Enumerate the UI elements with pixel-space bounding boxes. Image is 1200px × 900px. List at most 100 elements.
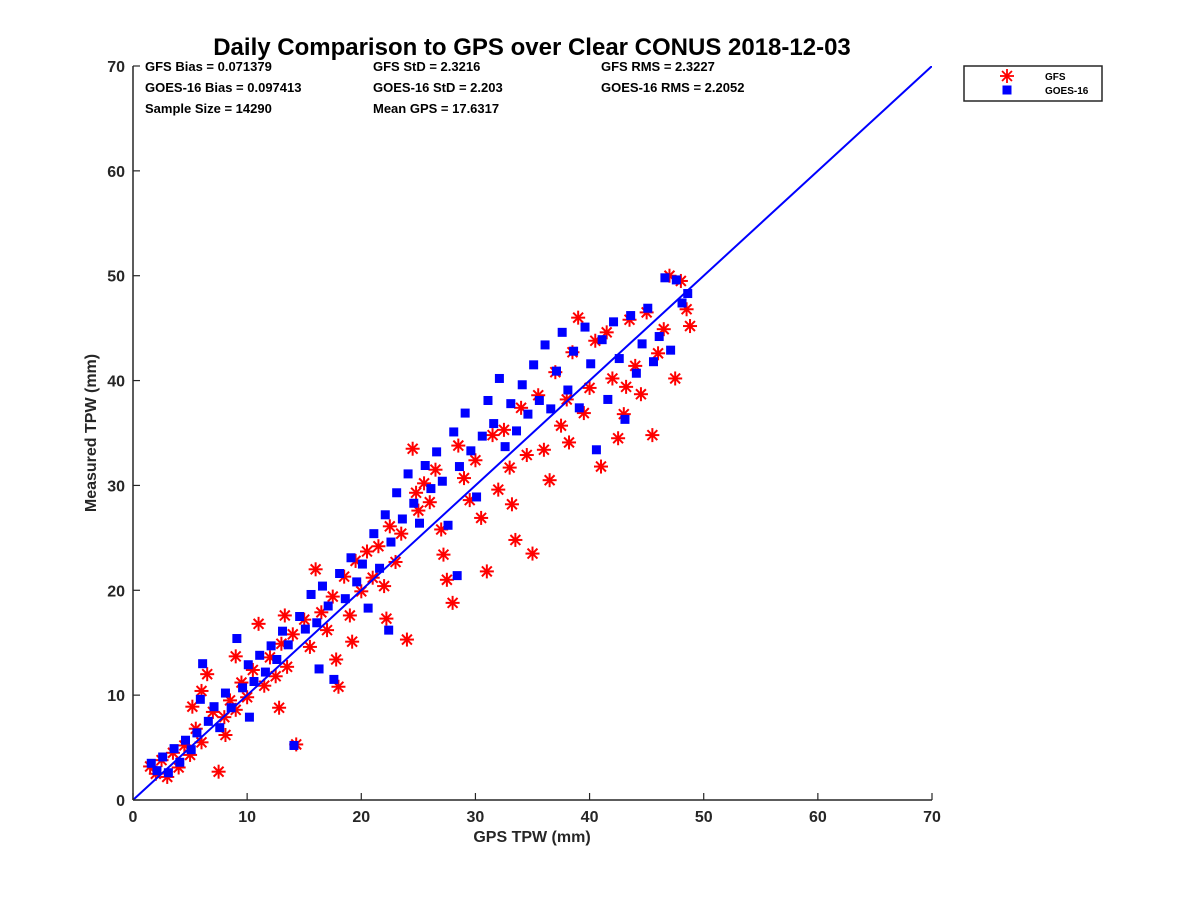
- goes16-point: [466, 446, 476, 456]
- goes16-point: [609, 317, 619, 327]
- goes16-point: [335, 569, 345, 579]
- gfs-point: [502, 460, 517, 475]
- goes16-point: [614, 354, 624, 364]
- goes16-point: [158, 752, 168, 762]
- legend-box: [963, 65, 1103, 102]
- goes16-point: [192, 728, 202, 738]
- gfs-point: [582, 380, 597, 395]
- goes16-point: [369, 529, 379, 539]
- goes16-point: [551, 366, 561, 376]
- gfs-point: [651, 346, 666, 361]
- gfs-point: [562, 435, 577, 450]
- goes16-point: [175, 757, 185, 767]
- y-axis-label: Measured TPW (mm): [83, 354, 100, 512]
- stat-text: GOES-16 StD = 2.203: [373, 80, 503, 95]
- gfs-point: [240, 690, 255, 705]
- gfs-point: [342, 608, 357, 623]
- x-tick-label: 30: [467, 809, 485, 826]
- stat-text: Sample Size = 14290: [145, 101, 272, 116]
- gfs-point: [185, 699, 200, 714]
- gfs-point: [268, 669, 283, 684]
- goes16-point: [181, 735, 191, 745]
- gfs-point: [479, 564, 494, 579]
- gfs-point: [485, 428, 500, 443]
- gfs-point: [525, 546, 540, 561]
- goes16-point: [472, 492, 482, 502]
- goes16-point: [220, 688, 230, 698]
- goes16-point: [477, 431, 487, 441]
- goes16-point: [363, 603, 373, 613]
- gfs-point: [345, 634, 360, 649]
- goes16-point: [643, 303, 653, 313]
- goes16-point: [255, 650, 265, 660]
- goes16-point: [312, 618, 322, 628]
- legend-marker-gfs: [1000, 69, 1014, 83]
- legend-label: GOES-16: [1045, 86, 1089, 97]
- x-tick-label: 20: [352, 809, 370, 826]
- gfs-point: [474, 510, 489, 525]
- goes16-point: [517, 380, 527, 390]
- goes16-point: [420, 461, 430, 471]
- legend-marker-goes16: [1002, 85, 1012, 95]
- goes16-point: [426, 484, 436, 494]
- gfs-point: [645, 428, 660, 443]
- goes16-point: [152, 766, 162, 776]
- gfs-point: [668, 371, 683, 386]
- goes16-point: [346, 553, 356, 563]
- gfs-point: [611, 431, 626, 446]
- goes16-point: [626, 311, 636, 321]
- stat-text: Mean GPS = 17.6317: [373, 101, 499, 116]
- legend-label: GFS: [1045, 72, 1066, 83]
- goes16-point: [432, 447, 442, 457]
- y-tick-label: 60: [107, 164, 125, 181]
- goes16-point: [357, 559, 367, 569]
- chart-title: Daily Comparison to GPS over Clear CONUS…: [213, 34, 851, 61]
- goes16-point: [249, 677, 259, 687]
- gfs-point: [409, 485, 424, 500]
- gfs-point: [576, 406, 591, 421]
- goes16-point: [666, 345, 676, 355]
- goes16-point: [452, 571, 462, 581]
- goes16-point: [226, 703, 236, 713]
- gfs-point: [382, 519, 397, 534]
- gfs-point: [599, 325, 614, 340]
- goes16-point: [654, 332, 664, 342]
- x-axis-label: GPS TPW (mm): [473, 829, 590, 846]
- goes16-point: [232, 634, 242, 644]
- stat-text: GFS StD = 2.3216: [373, 59, 480, 74]
- gfs-point: [683, 319, 698, 334]
- series-goes-16: [146, 273, 693, 778]
- y-tick-label: 10: [107, 688, 125, 705]
- gfs-point: [405, 441, 420, 456]
- goes16-point: [500, 442, 510, 452]
- goes16-point: [195, 694, 205, 704]
- goes16-point: [375, 563, 385, 573]
- goes16-point: [591, 445, 601, 455]
- gfs-point: [359, 544, 374, 559]
- gfs-point: [593, 459, 608, 474]
- goes16-point: [209, 702, 219, 712]
- goes16-point: [260, 667, 270, 677]
- goes16-point: [569, 346, 579, 356]
- statistics-annotation: GFS Bias = 0.071379 GFS StD = 2.3216 GFS R…: [145, 59, 744, 116]
- gfs-point: [491, 482, 506, 497]
- goes16-point: [580, 322, 590, 332]
- goes16-point: [454, 462, 464, 472]
- gfs-point: [619, 379, 634, 394]
- gfs-point: [536, 442, 551, 457]
- gfs-point: [272, 700, 287, 715]
- goes16-point: [546, 404, 556, 414]
- stat-text: GFS RMS = 2.3227: [601, 59, 715, 74]
- gfs-point: [656, 322, 671, 337]
- goes16-point: [574, 403, 584, 413]
- goes16-point: [386, 537, 396, 547]
- goes16-point: [512, 426, 522, 436]
- x-tick-label: 50: [695, 809, 713, 826]
- goes16-point: [506, 399, 516, 409]
- gfs-point: [285, 627, 300, 642]
- goes16-point: [483, 395, 493, 405]
- goes16-point: [314, 664, 324, 674]
- goes16-point: [660, 273, 670, 283]
- gfs-point: [422, 495, 437, 510]
